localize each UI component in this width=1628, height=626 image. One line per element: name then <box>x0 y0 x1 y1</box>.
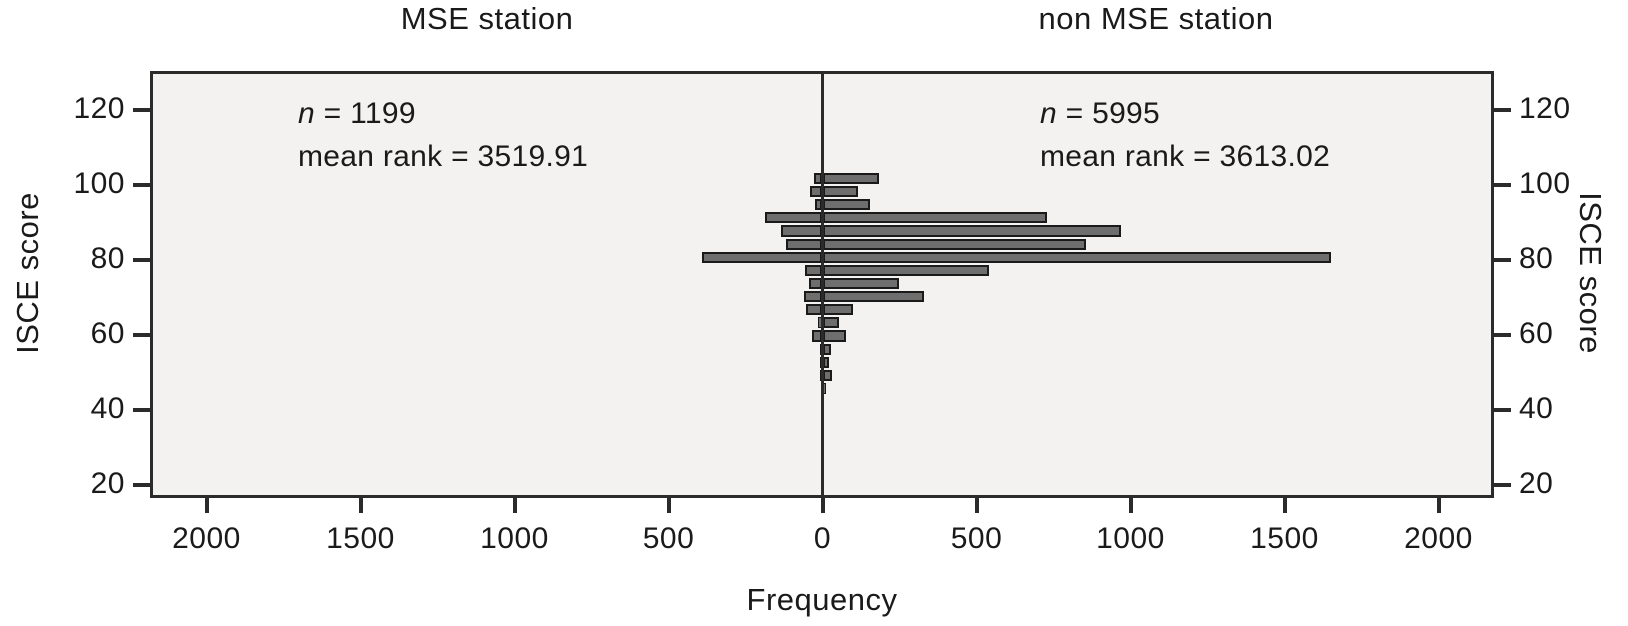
hist-bar-mse <box>764 212 823 224</box>
hist-bar-non-mse <box>822 277 899 289</box>
y-tick-label-right: 60 <box>1519 317 1554 350</box>
annotation-right-meanrank: mean rank = 3613.02 <box>1040 140 1331 173</box>
annotation-right: n = 5995 mean rank = 3613.02 <box>1040 92 1330 178</box>
x-tick-label: 1500 <box>326 522 395 555</box>
hist-bar-mse <box>780 225 823 237</box>
x-tick-mark <box>204 498 209 513</box>
x-tick-label: 1000 <box>1096 522 1165 555</box>
annotation-left: n = 1199 mean rank = 3519.91 <box>298 92 588 178</box>
hist-bar-non-mse <box>822 238 1086 250</box>
x-axis-label: Frequency <box>746 582 898 617</box>
x-tick-label: 500 <box>642 522 695 555</box>
x-tick-label: 0 <box>813 522 832 555</box>
x-tick-label: 1500 <box>1250 522 1319 555</box>
annotation-right-n: n = 5995 <box>1040 92 1330 135</box>
y-tick-mark-right <box>1494 483 1511 487</box>
y-tick-label-left: 120 <box>73 92 125 125</box>
y-tick-mark-right <box>1494 258 1511 262</box>
hist-bar-non-mse <box>822 199 871 211</box>
y-tick-label-left: 80 <box>90 242 125 275</box>
n-value: = 1199 <box>315 97 416 130</box>
panel-title-left: MSE station <box>400 1 574 36</box>
n-variable: n <box>298 97 315 130</box>
x-tick-label: 500 <box>950 522 1003 555</box>
x-tick-mark <box>358 498 363 513</box>
hist-bar-non-mse <box>822 172 880 184</box>
x-tick-mark <box>512 498 517 513</box>
x-tick-mark <box>974 498 979 513</box>
hist-bar-non-mse <box>822 330 846 342</box>
y-tick-mark-left <box>133 483 150 487</box>
y-tick-label-left: 60 <box>90 317 125 350</box>
y-tick-mark-left <box>133 333 150 337</box>
annotation-left-meanrank: mean rank = 3519.91 <box>298 140 589 173</box>
hist-bar-mse <box>702 251 823 263</box>
hist-bar-mse <box>804 264 823 276</box>
hist-bar-non-mse <box>822 225 1121 237</box>
n-value: = 5995 <box>1057 97 1161 130</box>
y-tick-label-right: 120 <box>1519 92 1571 125</box>
annotation-left-n: n = 1199 <box>298 92 588 135</box>
y-tick-label-right: 40 <box>1519 392 1554 425</box>
y-tick-label-left: 100 <box>73 167 125 200</box>
hist-bar-non-mse <box>822 264 989 276</box>
x-tick-label: 2000 <box>1404 522 1473 555</box>
y-tick-mark-left <box>133 408 150 412</box>
y-tick-label-right: 80 <box>1519 242 1554 275</box>
y-tick-label-right: 100 <box>1519 167 1571 200</box>
y-tick-mark-right <box>1494 108 1511 112</box>
y-tick-mark-left <box>133 183 150 187</box>
y-tick-label-right: 20 <box>1519 467 1554 500</box>
hist-bar-mse <box>786 238 823 250</box>
y-tick-mark-right <box>1494 333 1511 337</box>
hist-bar-non-mse <box>822 317 839 329</box>
x-tick-label: 2000 <box>172 522 241 555</box>
zero-axis-line <box>821 71 824 498</box>
x-tick-mark <box>1282 498 1287 513</box>
hist-bar-non-mse <box>822 291 925 303</box>
y-tick-mark-left <box>133 258 150 262</box>
n-variable: n <box>1040 97 1057 130</box>
hist-bar-non-mse <box>822 186 858 198</box>
hist-bar-non-mse <box>822 304 854 316</box>
x-tick-mark <box>1436 498 1441 513</box>
x-tick-mark <box>820 498 825 513</box>
y-tick-mark-right <box>1494 183 1511 187</box>
panel-title-right: non MSE station <box>1038 1 1274 36</box>
x-tick-mark <box>1128 498 1133 513</box>
hist-bar-mse <box>805 304 823 316</box>
y-tick-mark-right <box>1494 408 1511 412</box>
x-tick-mark <box>666 498 671 513</box>
hist-bar-non-mse <box>822 212 1048 224</box>
y-tick-label-left: 20 <box>90 467 125 500</box>
y-tick-mark-left <box>133 108 150 112</box>
hist-bar-non-mse <box>822 251 1331 263</box>
x-tick-label: 1000 <box>480 522 549 555</box>
y-tick-label-left: 40 <box>90 392 125 425</box>
hist-bar-mse <box>803 291 823 303</box>
